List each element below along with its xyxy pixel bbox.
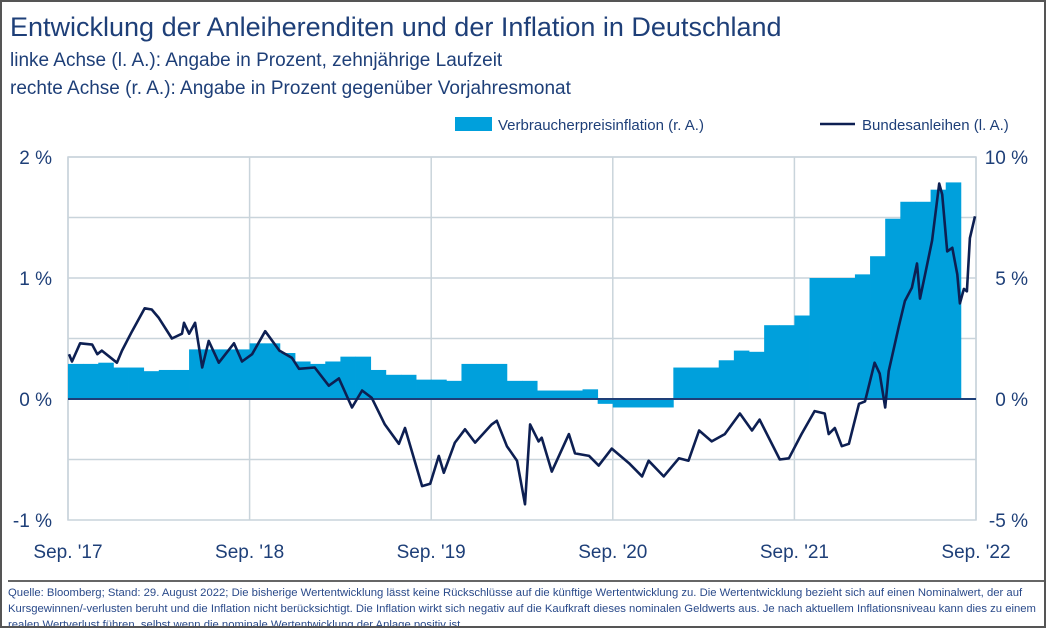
right-axis-tick-label: 5 % [995, 269, 1028, 290]
inflation-bar [158, 369, 175, 399]
x-axis-tick-label: Sep. '19 [397, 542, 466, 563]
legend: Verbraucherpreisinflation (r. A.) Bundes… [455, 117, 1009, 134]
inflation-bar [703, 367, 720, 399]
inflation-bar [491, 363, 508, 399]
inflation-bar [839, 278, 856, 399]
inflation-bar [612, 399, 629, 408]
gridlines [67, 156, 977, 521]
inflation-bar [597, 399, 614, 404]
inflation-bar [749, 351, 765, 399]
inflation-bar [506, 380, 523, 399]
bund-line-series [67, 182, 977, 506]
inflation-bar [794, 315, 810, 399]
x-axis-tick-label: Sep. '22 [941, 542, 1010, 563]
inflation-bar [915, 201, 931, 399]
left-axis-tick-label: -1 % [13, 511, 52, 532]
inflation-bar [431, 379, 447, 399]
left-axis-tick-label: 2 % [19, 148, 52, 169]
inflation-bar [416, 379, 432, 399]
inflation-bar [658, 399, 674, 408]
inflation-bar [446, 380, 462, 399]
inflation-bar [582, 389, 599, 399]
legend-swatch-inflation [455, 117, 492, 131]
inflation-bar [264, 343, 281, 399]
inflation-bar [476, 363, 493, 399]
inflation-bar [673, 367, 689, 399]
inflation-bar [400, 374, 417, 399]
inflation-bar [249, 343, 266, 399]
inflation-bar [98, 362, 114, 399]
inflation-bar [809, 278, 826, 399]
inflation-bar [537, 390, 553, 399]
inflation-bar [113, 367, 129, 399]
inflation-bar [627, 399, 644, 408]
inflation-bar [643, 399, 659, 408]
legend-label-inflation: Verbraucherpreisinflation (r. A.) [498, 117, 704, 134]
axis-ticks: 2 % 1 % 0 % -1 % 10 % 5 % 0 % -5 % Sep. '17 Sep. … [13, 148, 1028, 563]
x-axis-tick-label: Sep. '18 [215, 542, 284, 563]
inflation-bar [68, 363, 84, 399]
inflation-bar [325, 361, 341, 399]
inflation-bar [385, 374, 402, 399]
inflation-bar [355, 356, 372, 399]
inflation-bar [204, 349, 220, 399]
inflation-bar [552, 390, 568, 399]
inflation-bar [279, 353, 296, 399]
inflation-bar [854, 274, 871, 399]
inflation-bar [234, 349, 250, 399]
left-axis-tick-label: 0 % [19, 390, 52, 411]
inflation-bar [885, 218, 901, 399]
inflation-bar [370, 369, 387, 399]
right-axis-tick-label: 10 % [985, 148, 1028, 169]
subtitle-left-axis: linke Achse (l. A.): Angabe in Prozent, … [10, 50, 503, 71]
inflation-bar [295, 361, 311, 399]
inflation-bar [173, 369, 190, 399]
inflation-bar [945, 182, 962, 399]
inflation-bar [461, 363, 477, 399]
inflation-bar [189, 349, 205, 399]
subtitle-right-axis: rechte Achse (r. A.): Angabe in Prozent … [10, 78, 571, 99]
legend-label-bund: Bundesanleihen (l. A.) [862, 117, 1009, 134]
inflation-bar [688, 367, 704, 399]
inflation-bar [522, 380, 538, 399]
inflation-bar [128, 367, 145, 399]
footnote-source: Quelle: Bloomberg; Stand: 29. August 202… [8, 580, 1044, 626]
right-axis-tick-label: -5 % [989, 511, 1028, 532]
inflation-bar [310, 363, 326, 399]
inflation-bar [340, 356, 356, 399]
x-axis-tick-label: Sep. '21 [760, 542, 829, 563]
inflation-bar [764, 325, 780, 399]
inflation-bar [733, 350, 750, 399]
left-axis-tick-label: 1 % [19, 269, 52, 290]
inflation-bar [219, 349, 235, 399]
inflation-bar [870, 256, 886, 399]
right-axis-tick-label: 0 % [995, 390, 1028, 411]
inflation-bar [718, 360, 735, 399]
x-axis-tick-label: Sep. '17 [33, 542, 102, 563]
x-axis-tick-label: Sep. '20 [578, 542, 647, 563]
chart-title: Entwicklung der Anleiherenditen und der … [10, 12, 782, 42]
inflation-bar [567, 390, 583, 399]
inflation-bar [824, 278, 841, 399]
inflation-bar [900, 201, 916, 399]
inflation-bar [930, 189, 947, 399]
inflation-area-series [68, 182, 962, 408]
inflation-bar [779, 325, 795, 399]
inflation-bar [143, 371, 160, 399]
inflation-bar [83, 363, 99, 399]
bund-yield-line [67, 182, 977, 506]
